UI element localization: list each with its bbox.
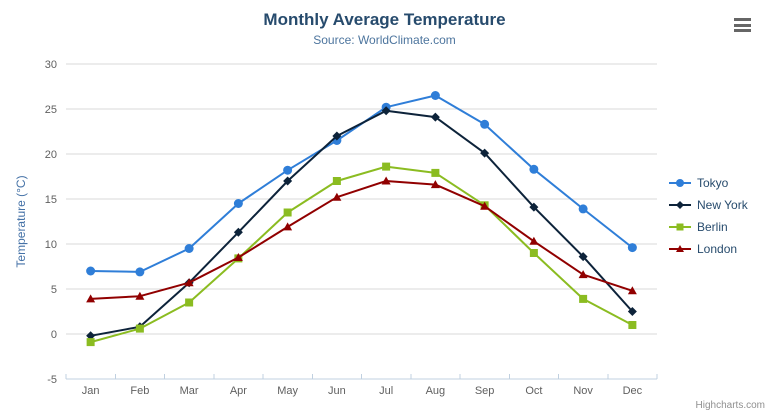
- berlin-data-point[interactable]: [135, 324, 144, 333]
- london-data-point[interactable]: [86, 294, 96, 303]
- svg-text:Sep: Sep: [475, 385, 495, 397]
- london-data-point[interactable]: [184, 278, 194, 287]
- new-york-legend-symbol[interactable]: [676, 201, 684, 209]
- new-york-data-point[interactable]: [529, 202, 539, 212]
- new-york-data-point[interactable]: [332, 131, 342, 141]
- svg-text:25: 25: [45, 104, 57, 116]
- svg-text:5: 5: [51, 284, 57, 296]
- svg-text:Jul: Jul: [379, 385, 393, 397]
- tokyo-data-point[interactable]: [480, 119, 490, 129]
- london-data-point[interactable]: [381, 176, 391, 185]
- legend-label: Tokyo: [697, 176, 729, 190]
- berlin-data-point[interactable]: [431, 168, 440, 177]
- berlin-data-point[interactable]: [579, 294, 588, 303]
- legend-label: New York: [697, 198, 748, 212]
- series-tokyo: [86, 91, 637, 277]
- tokyo-data-point[interactable]: [627, 243, 637, 253]
- tokyo-data-point[interactable]: [578, 204, 588, 214]
- svg-text:30: 30: [45, 59, 57, 71]
- legend-item-london[interactable]: London: [668, 238, 748, 260]
- y-axis-title: Temperature (°C): [14, 175, 28, 267]
- new-york-data-point[interactable]: [480, 148, 490, 158]
- svg-text:Aug: Aug: [426, 385, 446, 397]
- svg-text:Oct: Oct: [525, 385, 542, 397]
- tokyo-data-point[interactable]: [233, 199, 243, 208]
- legend-label: Berlin: [697, 220, 728, 234]
- london-data-point[interactable]: [529, 236, 539, 245]
- tokyo-data-point[interactable]: [430, 91, 440, 100]
- svg-text:May: May: [277, 385, 298, 397]
- berlin-data-point[interactable]: [283, 208, 292, 217]
- hamburger-menu-icon: [734, 29, 751, 32]
- x-axis-labels: Jan Feb Mar Apr May Jun Jul Aug Sep Oct Nov Dec: [82, 385, 643, 397]
- london-data-point[interactable]: [332, 192, 342, 201]
- y-gridlines: [66, 63, 657, 380]
- svg-text:Mar: Mar: [180, 385, 199, 397]
- berlin-data-point[interactable]: [382, 162, 391, 171]
- new-york-data-point[interactable]: [578, 252, 588, 262]
- new-york-data-point[interactable]: [233, 227, 243, 237]
- y-axis-labels: -5 0 5 10 15 20 25 30: [45, 59, 57, 386]
- svg-text:Jun: Jun: [328, 385, 346, 397]
- berlin-series-marker-icon: [669, 223, 691, 231]
- london-legend-symbol[interactable]: [676, 245, 684, 252]
- new-york-data-point[interactable]: [627, 307, 637, 316]
- series-london: [86, 176, 637, 303]
- legend-label: London: [697, 242, 738, 256]
- svg-text:15: 15: [45, 194, 57, 206]
- tokyo-series-marker-icon: [669, 179, 691, 187]
- berlin-data-point[interactable]: [332, 177, 341, 185]
- berlin-data-point[interactable]: [628, 321, 637, 329]
- highcharts-credit-link[interactable]: Highcharts.com: [695, 400, 765, 411]
- london-data-point[interactable]: [430, 180, 440, 189]
- svg-text:20: 20: [45, 149, 57, 161]
- tokyo-legend-symbol[interactable]: [676, 179, 684, 187]
- tokyo-data-point[interactable]: [184, 244, 194, 253]
- tokyo-data-point[interactable]: [529, 164, 539, 174]
- svg-text:Feb: Feb: [130, 385, 149, 397]
- berlin-data-point[interactable]: [529, 249, 538, 257]
- london-data-point[interactable]: [233, 253, 243, 261]
- new-york-series-marker-icon: [669, 201, 691, 209]
- new-york-data-point[interactable]: [430, 112, 440, 122]
- svg-text:Nov: Nov: [573, 385, 593, 397]
- hamburger-menu-icon: [734, 23, 751, 27]
- new-york-data-point[interactable]: [381, 106, 391, 116]
- svg-text:10: 10: [45, 239, 57, 251]
- tokyo-data-point[interactable]: [283, 165, 293, 175]
- london-data-point[interactable]: [283, 222, 293, 231]
- london-data-point[interactable]: [135, 291, 145, 300]
- london-data-point[interactable]: [578, 270, 588, 279]
- svg-text:-5: -5: [47, 374, 57, 386]
- svg-text:0: 0: [51, 329, 57, 341]
- legend-item-new-york[interactable]: New York: [668, 194, 748, 216]
- legend: Tokyo New York Berlin London: [668, 172, 748, 260]
- legend-item-berlin[interactable]: Berlin: [668, 216, 748, 238]
- svg-text:Dec: Dec: [623, 385, 643, 397]
- legend-item-tokyo[interactable]: Tokyo: [668, 172, 748, 194]
- tokyo-data-point[interactable]: [86, 266, 96, 276]
- tokyo-data-point[interactable]: [135, 267, 145, 277]
- new-york-data-point[interactable]: [283, 176, 293, 186]
- series-new-york: [86, 106, 637, 341]
- berlin-legend-symbol[interactable]: [676, 223, 684, 231]
- berlin-data-point[interactable]: [86, 338, 95, 347]
- new-york-data-point[interactable]: [86, 331, 96, 341]
- svg-text:Apr: Apr: [230, 385, 247, 397]
- london-series-marker-icon: [669, 245, 691, 252]
- svg-text:Jan: Jan: [82, 385, 100, 397]
- london-data-point[interactable]: [480, 201, 490, 210]
- chart-subtitle: Source: WorldClimate.com: [313, 33, 456, 47]
- chart-title: Monthly Average Temperature: [263, 10, 506, 29]
- x-axis: [65, 374, 658, 380]
- london-data-point[interactable]: [627, 286, 637, 295]
- hamburger-menu-icon: [734, 18, 751, 21]
- export-menu-button[interactable]: [734, 18, 751, 32]
- berlin-data-point[interactable]: [185, 298, 194, 307]
